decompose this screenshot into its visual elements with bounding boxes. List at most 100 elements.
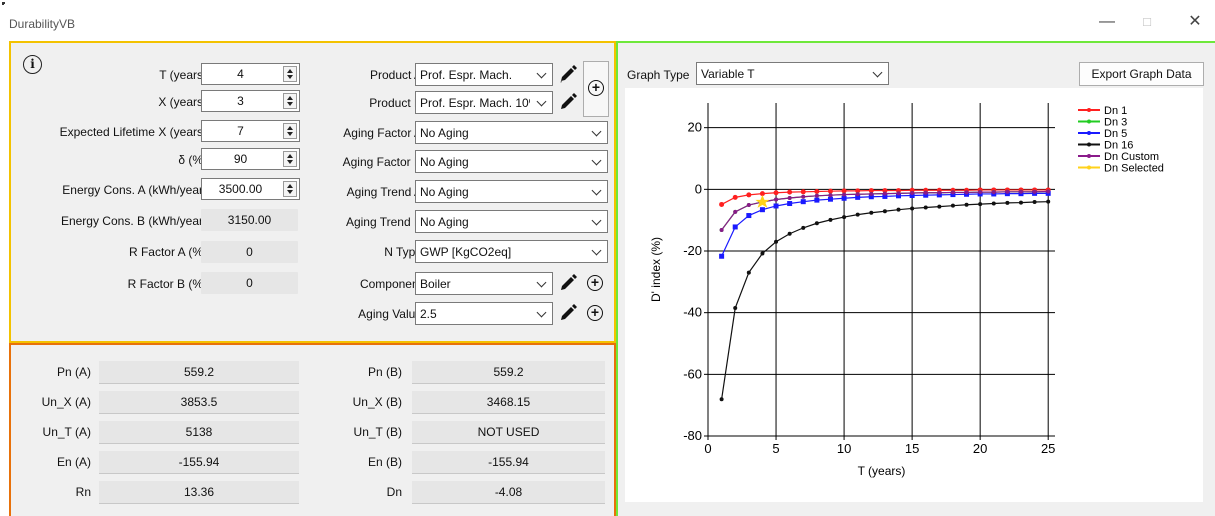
component-value: Boiler bbox=[420, 277, 451, 291]
x-tick-label: 5 bbox=[772, 441, 779, 456]
data-point bbox=[719, 228, 724, 233]
legend-label: Dn 3 bbox=[1104, 117, 1127, 129]
series-dn-selected bbox=[755, 194, 770, 208]
aging-trend-a-value: No Aging bbox=[420, 185, 469, 199]
pn-b-label: Pn (B) bbox=[367, 365, 402, 379]
en-b-value: -155.94 bbox=[412, 451, 605, 474]
n-type-select[interactable]: GWP [KgCO2eq] bbox=[415, 240, 608, 263]
legend-label: Dn Selected bbox=[1104, 163, 1164, 175]
data-point bbox=[1005, 189, 1010, 194]
export-graph-data-button[interactable]: Export Graph Data bbox=[1079, 62, 1204, 86]
x-years-label: X (years) bbox=[158, 95, 207, 109]
energy-a-spinner[interactable]: 3500.00 bbox=[201, 178, 300, 200]
minimize-button[interactable]: — bbox=[1099, 13, 1115, 30]
chevron-down-icon bbox=[591, 126, 602, 137]
aging-factor-b-label: Aging Factor B bbox=[342, 155, 422, 169]
energy-a-label: Energy Cons. A (kWh/year) bbox=[62, 183, 207, 197]
x-years-stepper-icon[interactable] bbox=[283, 93, 297, 109]
aging-trend-b-select[interactable]: No Aging bbox=[415, 210, 608, 233]
data-point bbox=[759, 191, 765, 197]
legend-marker bbox=[1087, 154, 1091, 158]
pencil-icon[interactable] bbox=[557, 272, 579, 294]
component-label: Component bbox=[359, 277, 422, 291]
pencil-icon[interactable] bbox=[557, 302, 579, 324]
t-years-spinner[interactable]: 4 bbox=[201, 63, 300, 85]
product-a-value: Prof. Espr. Mach. bbox=[420, 68, 513, 82]
maximize-button[interactable]: □ bbox=[1143, 14, 1151, 29]
data-point bbox=[950, 192, 956, 198]
pencil-icon[interactable] bbox=[557, 91, 579, 113]
t-years-value: 4 bbox=[237, 67, 244, 81]
data-point bbox=[733, 306, 738, 311]
x-tick-label: 10 bbox=[837, 441, 851, 456]
data-point bbox=[855, 194, 861, 200]
data-point bbox=[1032, 189, 1037, 194]
data-point bbox=[896, 191, 901, 196]
data-point bbox=[773, 190, 779, 196]
product-a-select[interactable]: Prof. Espr. Mach. bbox=[415, 63, 553, 86]
energy-a-stepper-icon[interactable] bbox=[283, 181, 297, 197]
aging-factor-a-select[interactable]: No Aging bbox=[415, 121, 608, 144]
data-point bbox=[842, 215, 847, 220]
expected-lifetime-stepper-icon[interactable] bbox=[283, 123, 297, 139]
t-years-stepper-icon[interactable] bbox=[283, 66, 297, 82]
series-dn-16 bbox=[719, 199, 1051, 402]
aging-trend-b-label: Aging Trend B bbox=[345, 215, 422, 229]
data-point bbox=[774, 197, 779, 202]
expected-lifetime-spinner[interactable]: 7 bbox=[201, 120, 300, 142]
y-tick-label: -40 bbox=[683, 305, 702, 320]
component-select[interactable]: Boiler bbox=[415, 272, 553, 295]
data-point bbox=[923, 192, 929, 198]
data-point bbox=[882, 191, 887, 196]
data-point bbox=[787, 201, 793, 207]
product-a-label: Product A bbox=[369, 68, 422, 82]
y-tick-label: -60 bbox=[683, 366, 702, 381]
data-point bbox=[1046, 189, 1051, 194]
data-point bbox=[746, 192, 752, 198]
aging-value-select[interactable]: 2.5 bbox=[415, 302, 553, 325]
aging-factor-b-select[interactable]: No Aging bbox=[415, 150, 608, 173]
close-button[interactable]: ✕ bbox=[1188, 13, 1202, 30]
chevron-down-icon bbox=[591, 155, 602, 166]
data-point bbox=[801, 194, 806, 199]
legend-label: Dn 16 bbox=[1104, 140, 1133, 152]
data-point bbox=[814, 221, 819, 226]
graph-type-select[interactable]: Variable T bbox=[696, 62, 889, 85]
aging-value-label: Aging Value bbox=[358, 307, 422, 321]
aging-value-value: 2.5 bbox=[420, 307, 437, 321]
legend-label: Dn Custom bbox=[1104, 151, 1159, 163]
rn-label: Rn bbox=[75, 485, 91, 499]
y-tick-label: -20 bbox=[683, 243, 702, 258]
r-factor-b-value: 0 bbox=[201, 272, 298, 294]
data-point bbox=[828, 217, 833, 222]
pn-b-value: 559.2 bbox=[412, 361, 605, 384]
en-b-label: En (B) bbox=[367, 455, 402, 469]
add-aging-value-icon[interactable]: + bbox=[587, 305, 603, 321]
title-bar: DurabilityVB — □ ✕ bbox=[0, 0, 1215, 40]
legend-marker bbox=[1087, 165, 1091, 170]
en-a-label: En (A) bbox=[56, 455, 91, 469]
info-icon[interactable]: i bbox=[23, 55, 42, 74]
delta-spinner[interactable]: 90 bbox=[201, 148, 300, 170]
aging-trend-a-select[interactable]: No Aging bbox=[415, 180, 608, 203]
data-point bbox=[732, 224, 738, 230]
expected-lifetime-value: 7 bbox=[237, 124, 244, 138]
data-point bbox=[964, 202, 969, 207]
data-point bbox=[719, 397, 724, 402]
add-component-icon[interactable]: + bbox=[587, 275, 603, 291]
data-point bbox=[841, 188, 847, 194]
data-point bbox=[882, 188, 888, 194]
product-b-select[interactable]: Prof. Espr. Mach. 10% bbox=[415, 91, 553, 114]
delta-stepper-icon[interactable] bbox=[283, 151, 297, 167]
x-years-spinner[interactable]: 3 bbox=[201, 90, 300, 112]
data-point bbox=[896, 207, 901, 212]
add-product-button[interactable]: + bbox=[583, 61, 609, 117]
pencil-icon[interactable] bbox=[557, 63, 579, 85]
x-axis-label: T (years) bbox=[858, 464, 906, 478]
delta-value: 90 bbox=[233, 152, 248, 166]
data-point bbox=[773, 203, 779, 209]
data-point bbox=[746, 203, 751, 208]
chevron-down-icon bbox=[536, 277, 547, 288]
chevron-down-icon bbox=[536, 307, 547, 318]
y-tick-label: 20 bbox=[688, 120, 702, 135]
